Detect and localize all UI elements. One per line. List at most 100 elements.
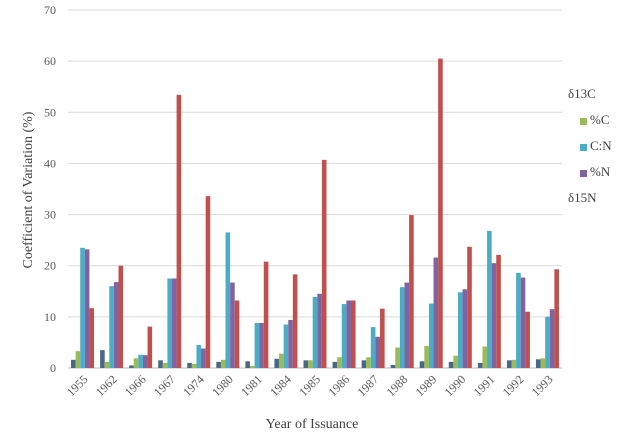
legend-item-cn: C:N	[568, 138, 638, 164]
x-axis-title: Year of Issuance	[266, 417, 359, 432]
y-tick-label: 60	[44, 54, 56, 68]
bar	[375, 336, 381, 368]
bar	[308, 360, 313, 368]
bar	[395, 347, 400, 368]
legend-label: δ15N	[568, 190, 597, 205]
bar	[263, 261, 269, 368]
bar	[419, 361, 425, 368]
bar	[220, 359, 226, 368]
bar	[380, 308, 385, 368]
x-tick-label: 1967	[151, 372, 178, 399]
bar	[158, 360, 163, 368]
x-tick-labels: 1955 1962 1966 1967 1974 1980 1981 1984 1985 1986…	[64, 372, 556, 399]
bar	[321, 159, 327, 368]
bar	[129, 365, 134, 368]
bar	[467, 246, 472, 368]
bar	[332, 361, 338, 368]
bar	[487, 230, 492, 368]
bar	[172, 278, 177, 368]
bar	[317, 293, 322, 368]
bar	[245, 361, 250, 368]
bar	[216, 361, 221, 368]
bar	[104, 361, 110, 368]
bar	[477, 362, 483, 368]
x-tick-label: 1987	[354, 372, 381, 399]
y-tick-labels: 0 10 20 30 40 50 60 70	[44, 3, 56, 375]
x-tick-label: 1992	[500, 372, 527, 399]
legend-item-pct-c: %C	[568, 112, 638, 138]
legend-item-d15n: δ15N	[568, 190, 638, 216]
bar	[80, 247, 85, 368]
bar	[390, 364, 396, 368]
x-tick-label: 1966	[122, 372, 149, 399]
bar	[516, 272, 521, 368]
bar	[254, 322, 260, 368]
bar	[230, 282, 235, 368]
bar	[133, 358, 139, 368]
x-tick-label: 1993	[529, 372, 556, 399]
legend-label: δ13C	[568, 86, 596, 101]
bar	[535, 359, 541, 368]
bar	[279, 353, 284, 368]
bar	[433, 257, 439, 368]
legend-swatch	[580, 170, 587, 177]
bar	[482, 346, 488, 368]
bar	[283, 324, 289, 368]
bar	[162, 362, 168, 368]
bar	[147, 326, 153, 368]
bar	[511, 359, 517, 368]
bar	[113, 282, 119, 368]
x-tick-label: 1990	[442, 372, 469, 399]
bar	[457, 292, 463, 368]
bar	[84, 249, 90, 368]
y-tick-label: 30	[44, 208, 56, 222]
bar	[491, 263, 497, 368]
bars	[71, 58, 559, 369]
legend-item-d13c: δ13C	[568, 86, 638, 112]
legend-label: C:N	[590, 138, 612, 153]
x-tick-label: 1985	[296, 372, 323, 399]
legend: δ13C %C C:N %N δ15N	[568, 86, 638, 216]
bar	[346, 300, 351, 368]
bar	[292, 274, 298, 368]
bar	[350, 300, 356, 368]
bar	[234, 300, 240, 368]
bar	[341, 304, 347, 368]
legend-swatch	[580, 118, 587, 125]
legend-label: %N	[590, 164, 611, 179]
bar	[404, 282, 410, 368]
bar	[138, 354, 143, 368]
legend-item-pct-n: %N	[568, 164, 638, 190]
y-tick-label: 0	[50, 361, 56, 375]
x-tick-label: 1974	[180, 372, 207, 399]
x-tick-label: 1981	[238, 372, 265, 399]
bar	[549, 309, 555, 368]
x-tick-label: 1989	[412, 372, 439, 399]
y-tick-label: 40	[44, 156, 56, 170]
bar	[259, 322, 264, 368]
bar	[176, 94, 182, 369]
bar	[370, 327, 376, 368]
bar	[303, 360, 309, 368]
bar	[142, 355, 148, 368]
bar	[453, 355, 458, 368]
bar	[312, 296, 318, 368]
bar	[448, 361, 454, 368]
bar	[399, 287, 405, 368]
bar	[196, 344, 202, 368]
x-tick-label: 1962	[93, 372, 120, 399]
bar	[424, 346, 429, 368]
bar	[337, 357, 342, 368]
y-tick-label: 10	[44, 310, 56, 324]
y-tick-label: 70	[44, 3, 56, 17]
bar	[167, 278, 173, 368]
bar	[249, 365, 255, 368]
bar	[428, 303, 434, 368]
bar	[225, 232, 231, 368]
bar	[89, 308, 95, 368]
bar	[506, 360, 512, 368]
x-tick-label: 1986	[325, 372, 352, 399]
bar	[288, 319, 293, 368]
bar	[496, 254, 501, 368]
